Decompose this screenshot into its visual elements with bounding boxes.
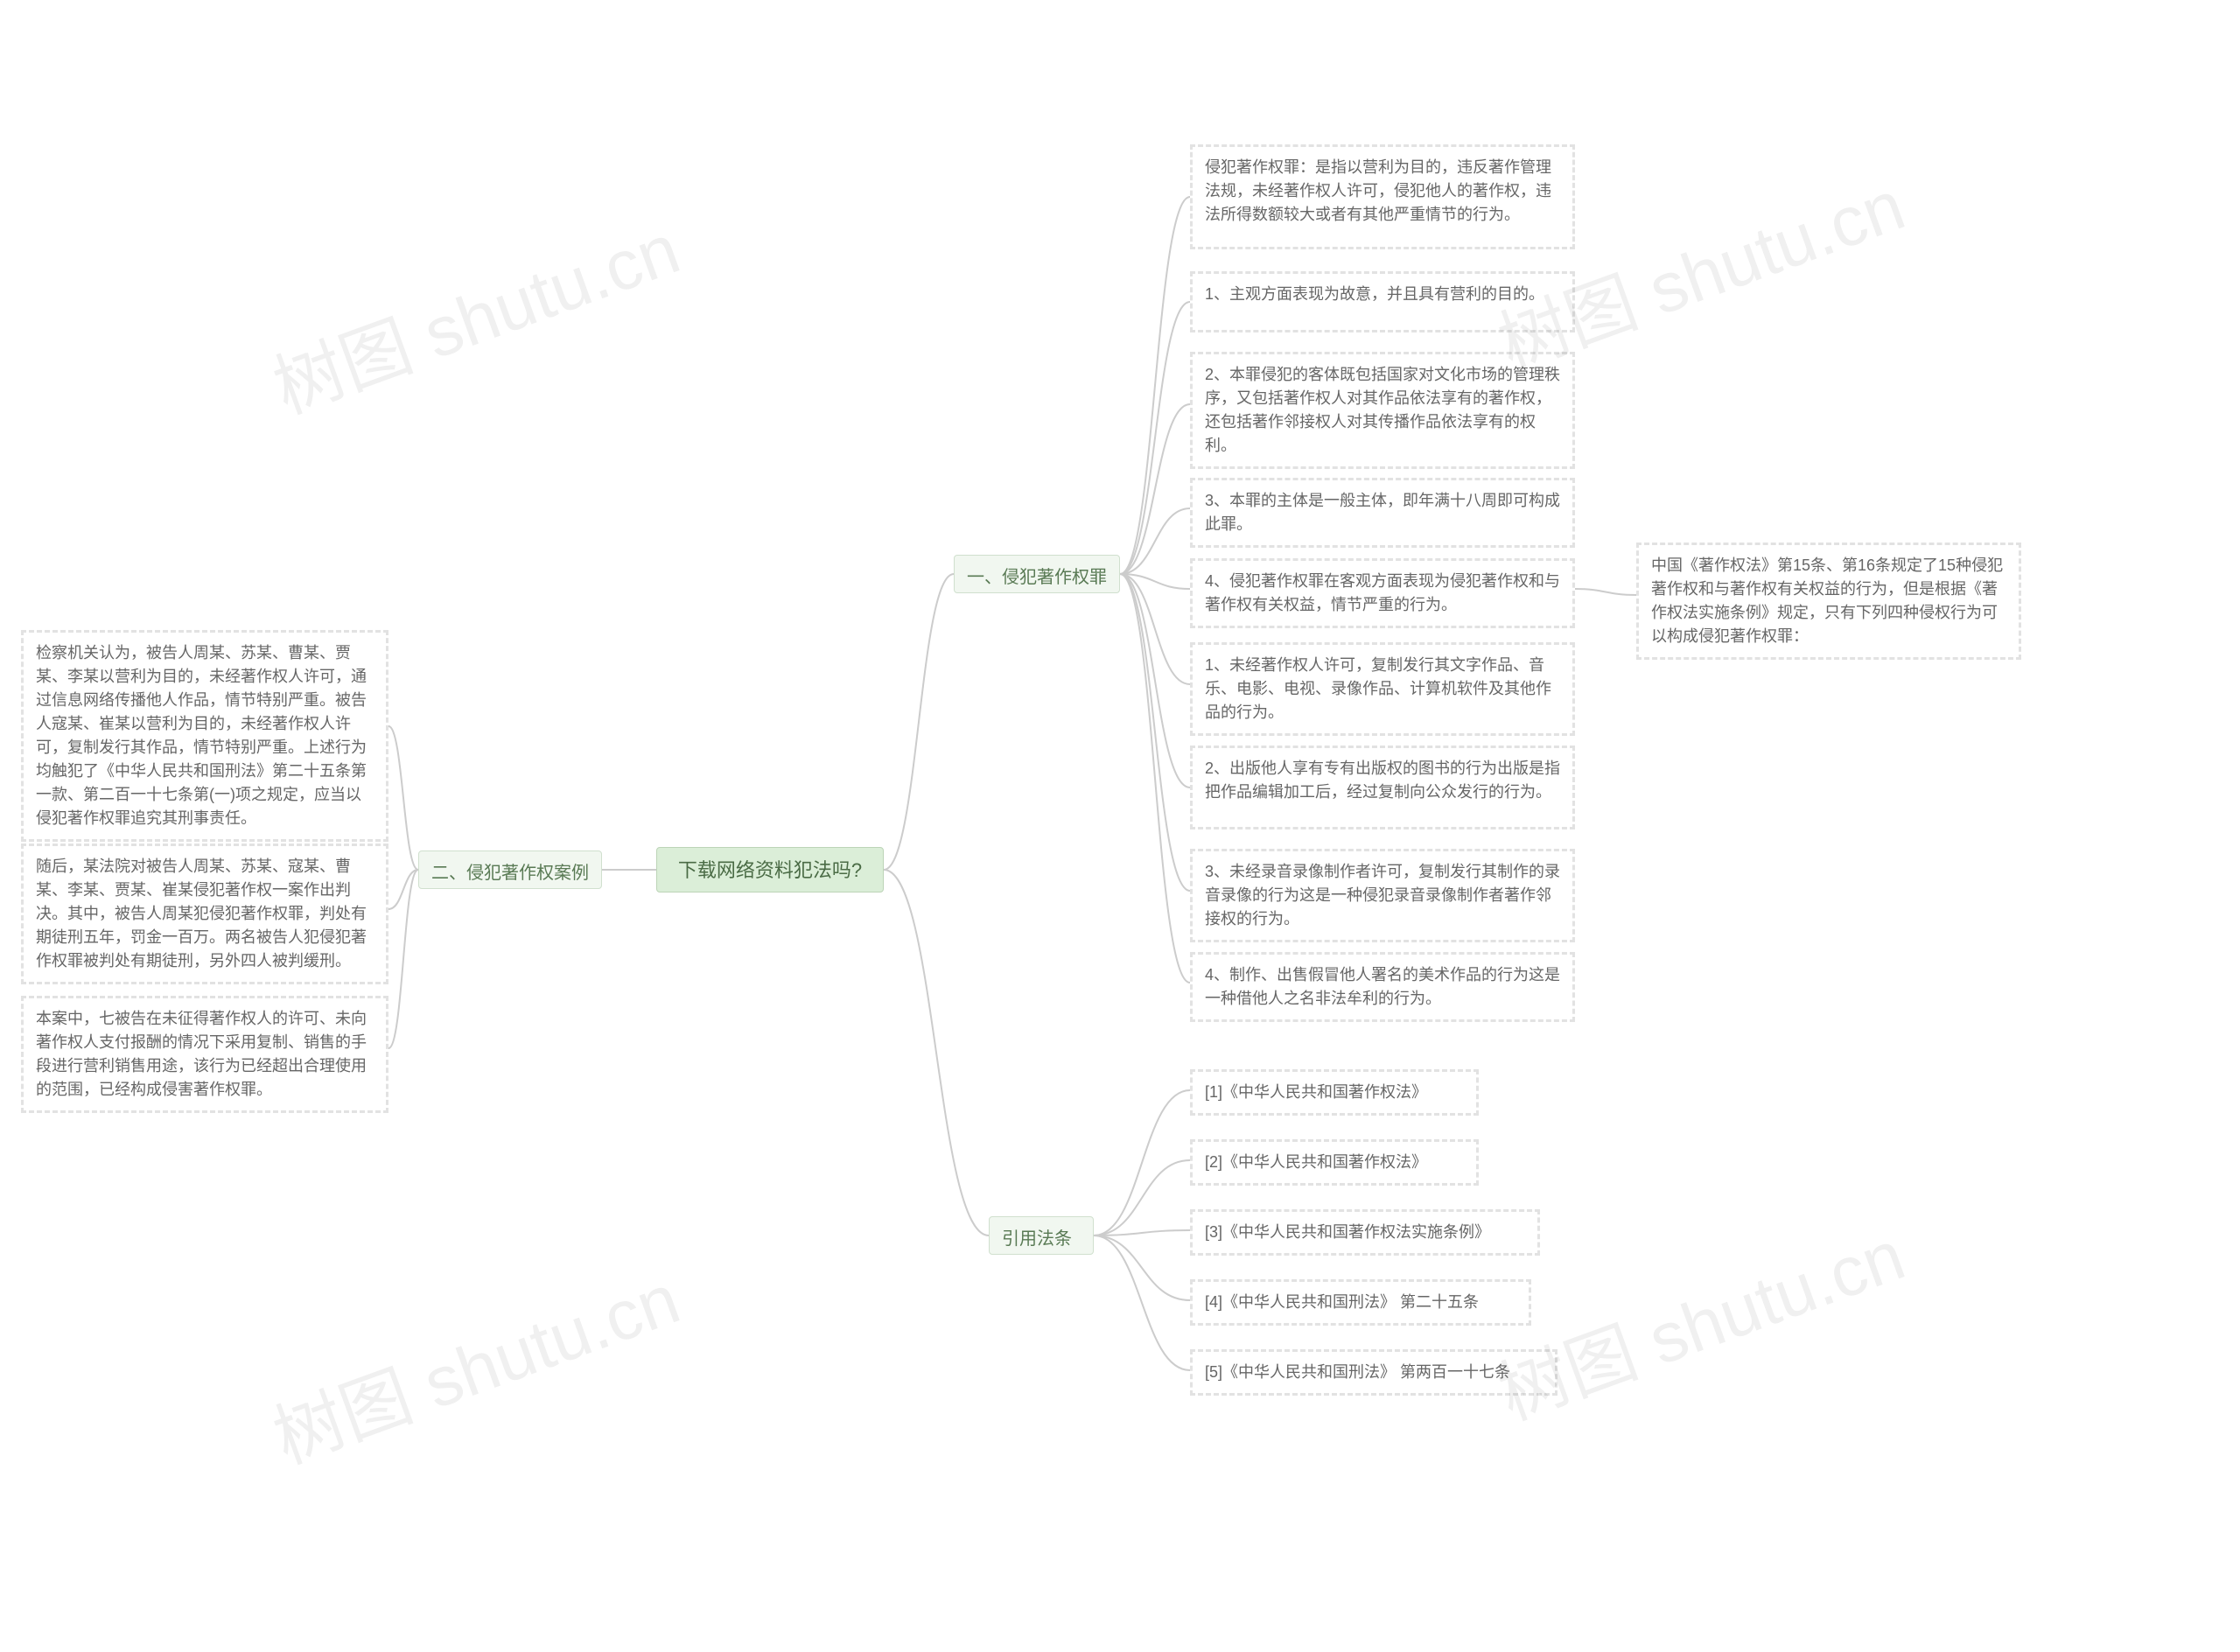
leaf-node: 随后，某法院对被告人周某、苏某、寇某、曹某、李某、贾某、崔某侵犯著作权一案作出判… bbox=[21, 844, 388, 984]
leaf-node: [1]《中华人民共和国著作权法》 bbox=[1190, 1069, 1479, 1116]
leaf-text: 4、侵犯著作权罪在客观方面表现为侵犯著作权和与著作权有关权益，情节严重的行为。 bbox=[1205, 572, 1560, 613]
branch-node: 引用法条 bbox=[989, 1216, 1094, 1255]
leaf-node: 2、本罪侵犯的客体既包括国家对文化市场的管理秩序，又包括著作权人对其作品依法享有… bbox=[1190, 352, 1575, 469]
leaf-node: 3、本罪的主体是一般主体，即年满十八周即可构成此罪。 bbox=[1190, 478, 1575, 548]
watermark: 树图 shutu.cn bbox=[258, 193, 691, 434]
leaf-node: [5]《中华人民共和国刑法》 第两百一十七条 bbox=[1190, 1349, 1558, 1396]
leaf-text: 2、出版他人享有专有出版权的图书的行为出版是指把作品编辑加工后，经过复制向公众发… bbox=[1205, 760, 1560, 801]
leaf-node: 3、未经录音录像制作者许可，复制发行其制作的录音录像的行为这是一种侵犯录音录像制… bbox=[1190, 849, 1575, 942]
leaf-node: 侵犯著作权罪：是指以营利为目的，违反著作管理法规，未经著作权人许可，侵犯他人的著… bbox=[1190, 144, 1575, 249]
leaf-text: 1、主观方面表现为故意，并且具有营利的目的。 bbox=[1205, 285, 1544, 303]
leaf-node: 2、出版他人享有专有出版权的图书的行为出版是指把作品编辑加工后，经过复制向公众发… bbox=[1190, 746, 1575, 830]
watermark: 树图 shutu.cn bbox=[1483, 1200, 1916, 1440]
leaf-node: 4、制作、出售假冒他人署名的美术作品的行为这是一种借他人之名非法牟利的行为。 bbox=[1190, 952, 1575, 1022]
leaf-text: 4、制作、出售假冒他人署名的美术作品的行为这是一种借他人之名非法牟利的行为。 bbox=[1205, 966, 1560, 1007]
leaf-node: 1、主观方面表现为故意，并且具有营利的目的。 bbox=[1190, 271, 1575, 332]
branch-label: 引用法条 bbox=[1002, 1229, 1072, 1249]
leaf-text: [1]《中华人民共和国著作权法》 bbox=[1205, 1083, 1427, 1101]
branch-label: 一、侵犯著作权罪 bbox=[967, 568, 1107, 587]
leaf-text: 本案中，七被告在未征得著作权人的许可、未向著作权人支付报酬的情况下采用复制、销售… bbox=[36, 1010, 367, 1098]
leaf-text: 中国《著作权法》第15条、第16条规定了15种侵犯著作权和与著作权有关权益的行为… bbox=[1651, 556, 2003, 645]
leaf-text: 2、本罪侵犯的客体既包括国家对文化市场的管理秩序，又包括著作权人对其作品依法享有… bbox=[1205, 366, 1560, 454]
leaf-text: 1、未经著作权人许可，复制发行其文字作品、音乐、电影、电视、录像作品、计算机软件… bbox=[1205, 656, 1551, 721]
leaf-node: [4]《中华人民共和国刑法》 第二十五条 bbox=[1190, 1279, 1531, 1326]
leaf-text: [4]《中华人民共和国刑法》 第二十五条 bbox=[1205, 1293, 1479, 1311]
leaf-text: 随后，某法院对被告人周某、苏某、寇某、曹某、李某、贾某、崔某侵犯著作权一案作出判… bbox=[36, 858, 367, 970]
leaf-text: [5]《中华人民共和国刑法》 第两百一十七条 bbox=[1205, 1363, 1510, 1381]
leaf-text: [3]《中华人民共和国著作权法实施条例》 bbox=[1205, 1223, 1490, 1241]
branch-node: 一、侵犯著作权罪 bbox=[954, 555, 1120, 593]
branch-node: 二、侵犯著作权案例 bbox=[418, 850, 602, 889]
leaf-node: 1、未经著作权人许可，复制发行其文字作品、音乐、电影、电视、录像作品、计算机软件… bbox=[1190, 642, 1575, 736]
leaf-text: 检察机关认为，被告人周某、苏某、曹某、贾某、李某以营利为目的，未经著作权人许可，… bbox=[36, 644, 367, 827]
leaf-node: 4、侵犯著作权罪在客观方面表现为侵犯著作权和与著作权有关权益，情节严重的行为。 bbox=[1190, 558, 1575, 628]
leaf-text: 3、未经录音录像制作者许可，复制发行其制作的录音录像的行为这是一种侵犯录音录像制… bbox=[1205, 863, 1560, 928]
leaf-node: 中国《著作权法》第15条、第16条规定了15种侵犯著作权和与著作权有关权益的行为… bbox=[1636, 542, 2021, 660]
leaf-node: [3]《中华人民共和国著作权法实施条例》 bbox=[1190, 1209, 1540, 1256]
leaf-text: 侵犯著作权罪：是指以营利为目的，违反著作管理法规，未经著作权人许可，侵犯他人的著… bbox=[1205, 158, 1551, 223]
branch-label: 二、侵犯著作权案例 bbox=[431, 864, 589, 883]
leaf-node: 本案中，七被告在未征得著作权人的许可、未向著作权人支付报酬的情况下采用复制、销售… bbox=[21, 996, 388, 1113]
root-node: 下载网络资料犯法吗? bbox=[656, 847, 884, 892]
leaf-text: 3、本罪的主体是一般主体，即年满十八周即可构成此罪。 bbox=[1205, 492, 1560, 533]
leaf-text: [2]《中华人民共和国著作权法》 bbox=[1205, 1153, 1427, 1171]
watermark: 树图 shutu.cn bbox=[258, 1243, 691, 1484]
root-label: 下载网络资料犯法吗? bbox=[678, 859, 862, 881]
leaf-node: 检察机关认为，被告人周某、苏某、曹某、贾某、李某以营利为目的，未经著作权人许可，… bbox=[21, 630, 388, 842]
leaf-node: [2]《中华人民共和国著作权法》 bbox=[1190, 1139, 1479, 1186]
